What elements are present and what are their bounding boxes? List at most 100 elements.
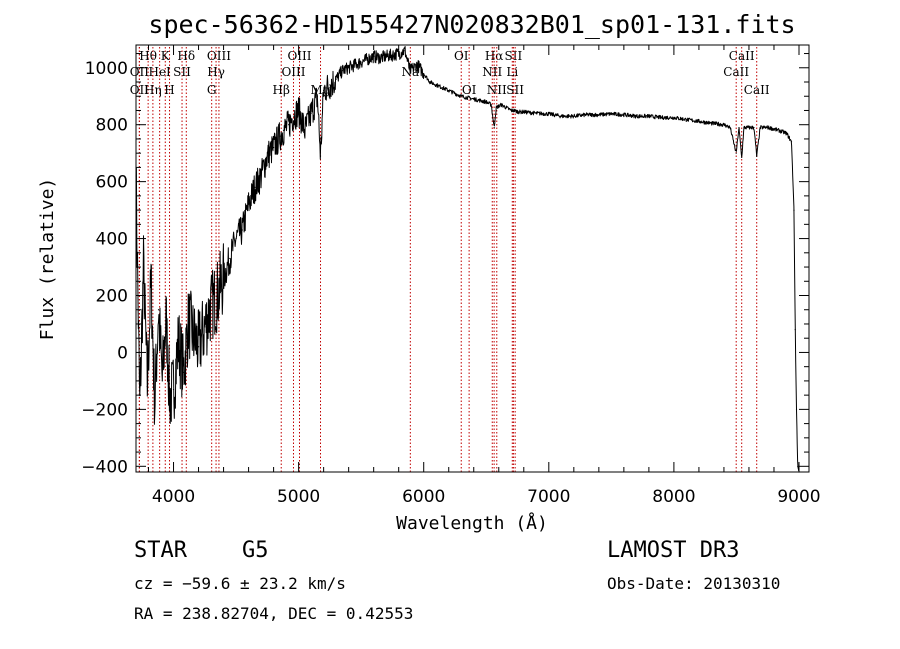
data-point (429, 81, 431, 83)
observation-date: Obs-Date: 20130310 (607, 574, 781, 593)
y-tick-label: 1000 (85, 59, 128, 79)
data-point (794, 329, 796, 331)
data-point (310, 112, 312, 114)
data-point (187, 320, 190, 322)
data-point (648, 115, 650, 117)
data-point (304, 129, 306, 131)
data-point (779, 130, 781, 132)
line-label: G (207, 83, 217, 97)
data-point (560, 115, 562, 117)
data-point (235, 237, 237, 240)
data-point (743, 126, 745, 129)
data-point (493, 126, 495, 129)
data-point (473, 98, 475, 100)
data-point (441, 87, 444, 89)
data-point (222, 277, 225, 280)
line-label: NII (487, 83, 507, 97)
y-tick-label: 0 (117, 343, 128, 363)
line-label: SII (506, 83, 524, 97)
data-point (790, 141, 793, 143)
data-point (329, 84, 331, 86)
data-point (466, 97, 469, 99)
data-point (319, 155, 322, 157)
data-point (454, 92, 456, 94)
coordinates: RA = 238.82704, DEC = 0.42553 (134, 604, 414, 623)
x-tick-label: 5000 (277, 487, 320, 507)
data-point (753, 126, 755, 129)
data-point (598, 114, 600, 116)
line-label: K (161, 49, 171, 63)
y-tick-label: 600 (96, 173, 128, 193)
data-point (293, 115, 295, 117)
data-point (495, 107, 497, 109)
data-point (548, 113, 550, 115)
line-label: Hα (485, 49, 504, 63)
data-point (379, 57, 381, 59)
data-point (748, 126, 750, 129)
data-point (535, 112, 537, 114)
data-point (161, 380, 163, 382)
y-axis: −400 −200 0 200 400 600 800 1000 (81, 53, 809, 477)
x-tick-label: 8000 (652, 487, 695, 507)
y-tick-label: −200 (81, 400, 128, 420)
line-label: CaII (723, 65, 749, 79)
data-point (169, 397, 171, 399)
line-label: Li (506, 65, 518, 79)
data-point (391, 54, 394, 56)
data-point (204, 326, 206, 328)
x-axis: 4000 5000 6000 7000 8000 9000 (148, 45, 821, 507)
line-label: OI (462, 83, 477, 97)
data-point (685, 118, 688, 121)
data-point (157, 309, 160, 311)
data-point (413, 67, 415, 69)
x-tick-label: 6000 (402, 487, 445, 507)
data-point (288, 124, 290, 126)
plot-frame (135, 44, 810, 473)
data-point (435, 84, 437, 86)
data-point (150, 280, 152, 282)
y-tick-label: 800 (96, 116, 128, 136)
chart-title: spec-56362-HD155427N020832B01_sp01-131.f… (148, 10, 795, 39)
data-point (785, 132, 788, 134)
data-point (741, 156, 743, 159)
data-point (260, 175, 262, 177)
data-point (485, 101, 487, 103)
spectrum-layer (135, 46, 800, 473)
data-point (409, 70, 411, 72)
data-point (298, 109, 300, 112)
data-point (773, 128, 775, 130)
data-point (323, 89, 325, 92)
x-tick-label: 4000 (152, 487, 195, 507)
x-tick-label: 9000 (777, 487, 820, 507)
data-point (279, 135, 281, 137)
data-point (385, 55, 387, 57)
line-label: OIII (207, 49, 231, 63)
object-subclass: G5 (242, 538, 269, 563)
spectrum-line (135, 46, 800, 471)
data-point (210, 306, 212, 308)
data-point (348, 67, 350, 69)
data-point (505, 107, 507, 109)
object-class: STAR (134, 538, 187, 563)
data-point (254, 186, 256, 188)
data-point (756, 155, 758, 157)
data-point (479, 99, 481, 102)
data-point (283, 129, 285, 131)
line-label: SII (505, 49, 523, 63)
data-point (229, 257, 231, 260)
y-axis-label: Flux (relative) (37, 178, 58, 341)
data-point (142, 266, 145, 268)
data-point (759, 126, 761, 129)
data-point (335, 78, 337, 80)
data-point (165, 317, 167, 319)
data-point (610, 113, 612, 115)
line-label: Hθ (139, 49, 157, 63)
data-point (366, 58, 369, 60)
data-point (585, 114, 587, 116)
data-point (192, 334, 195, 336)
data-point (423, 72, 425, 75)
data-point (490, 104, 492, 106)
line-label: Hγ (207, 65, 225, 79)
